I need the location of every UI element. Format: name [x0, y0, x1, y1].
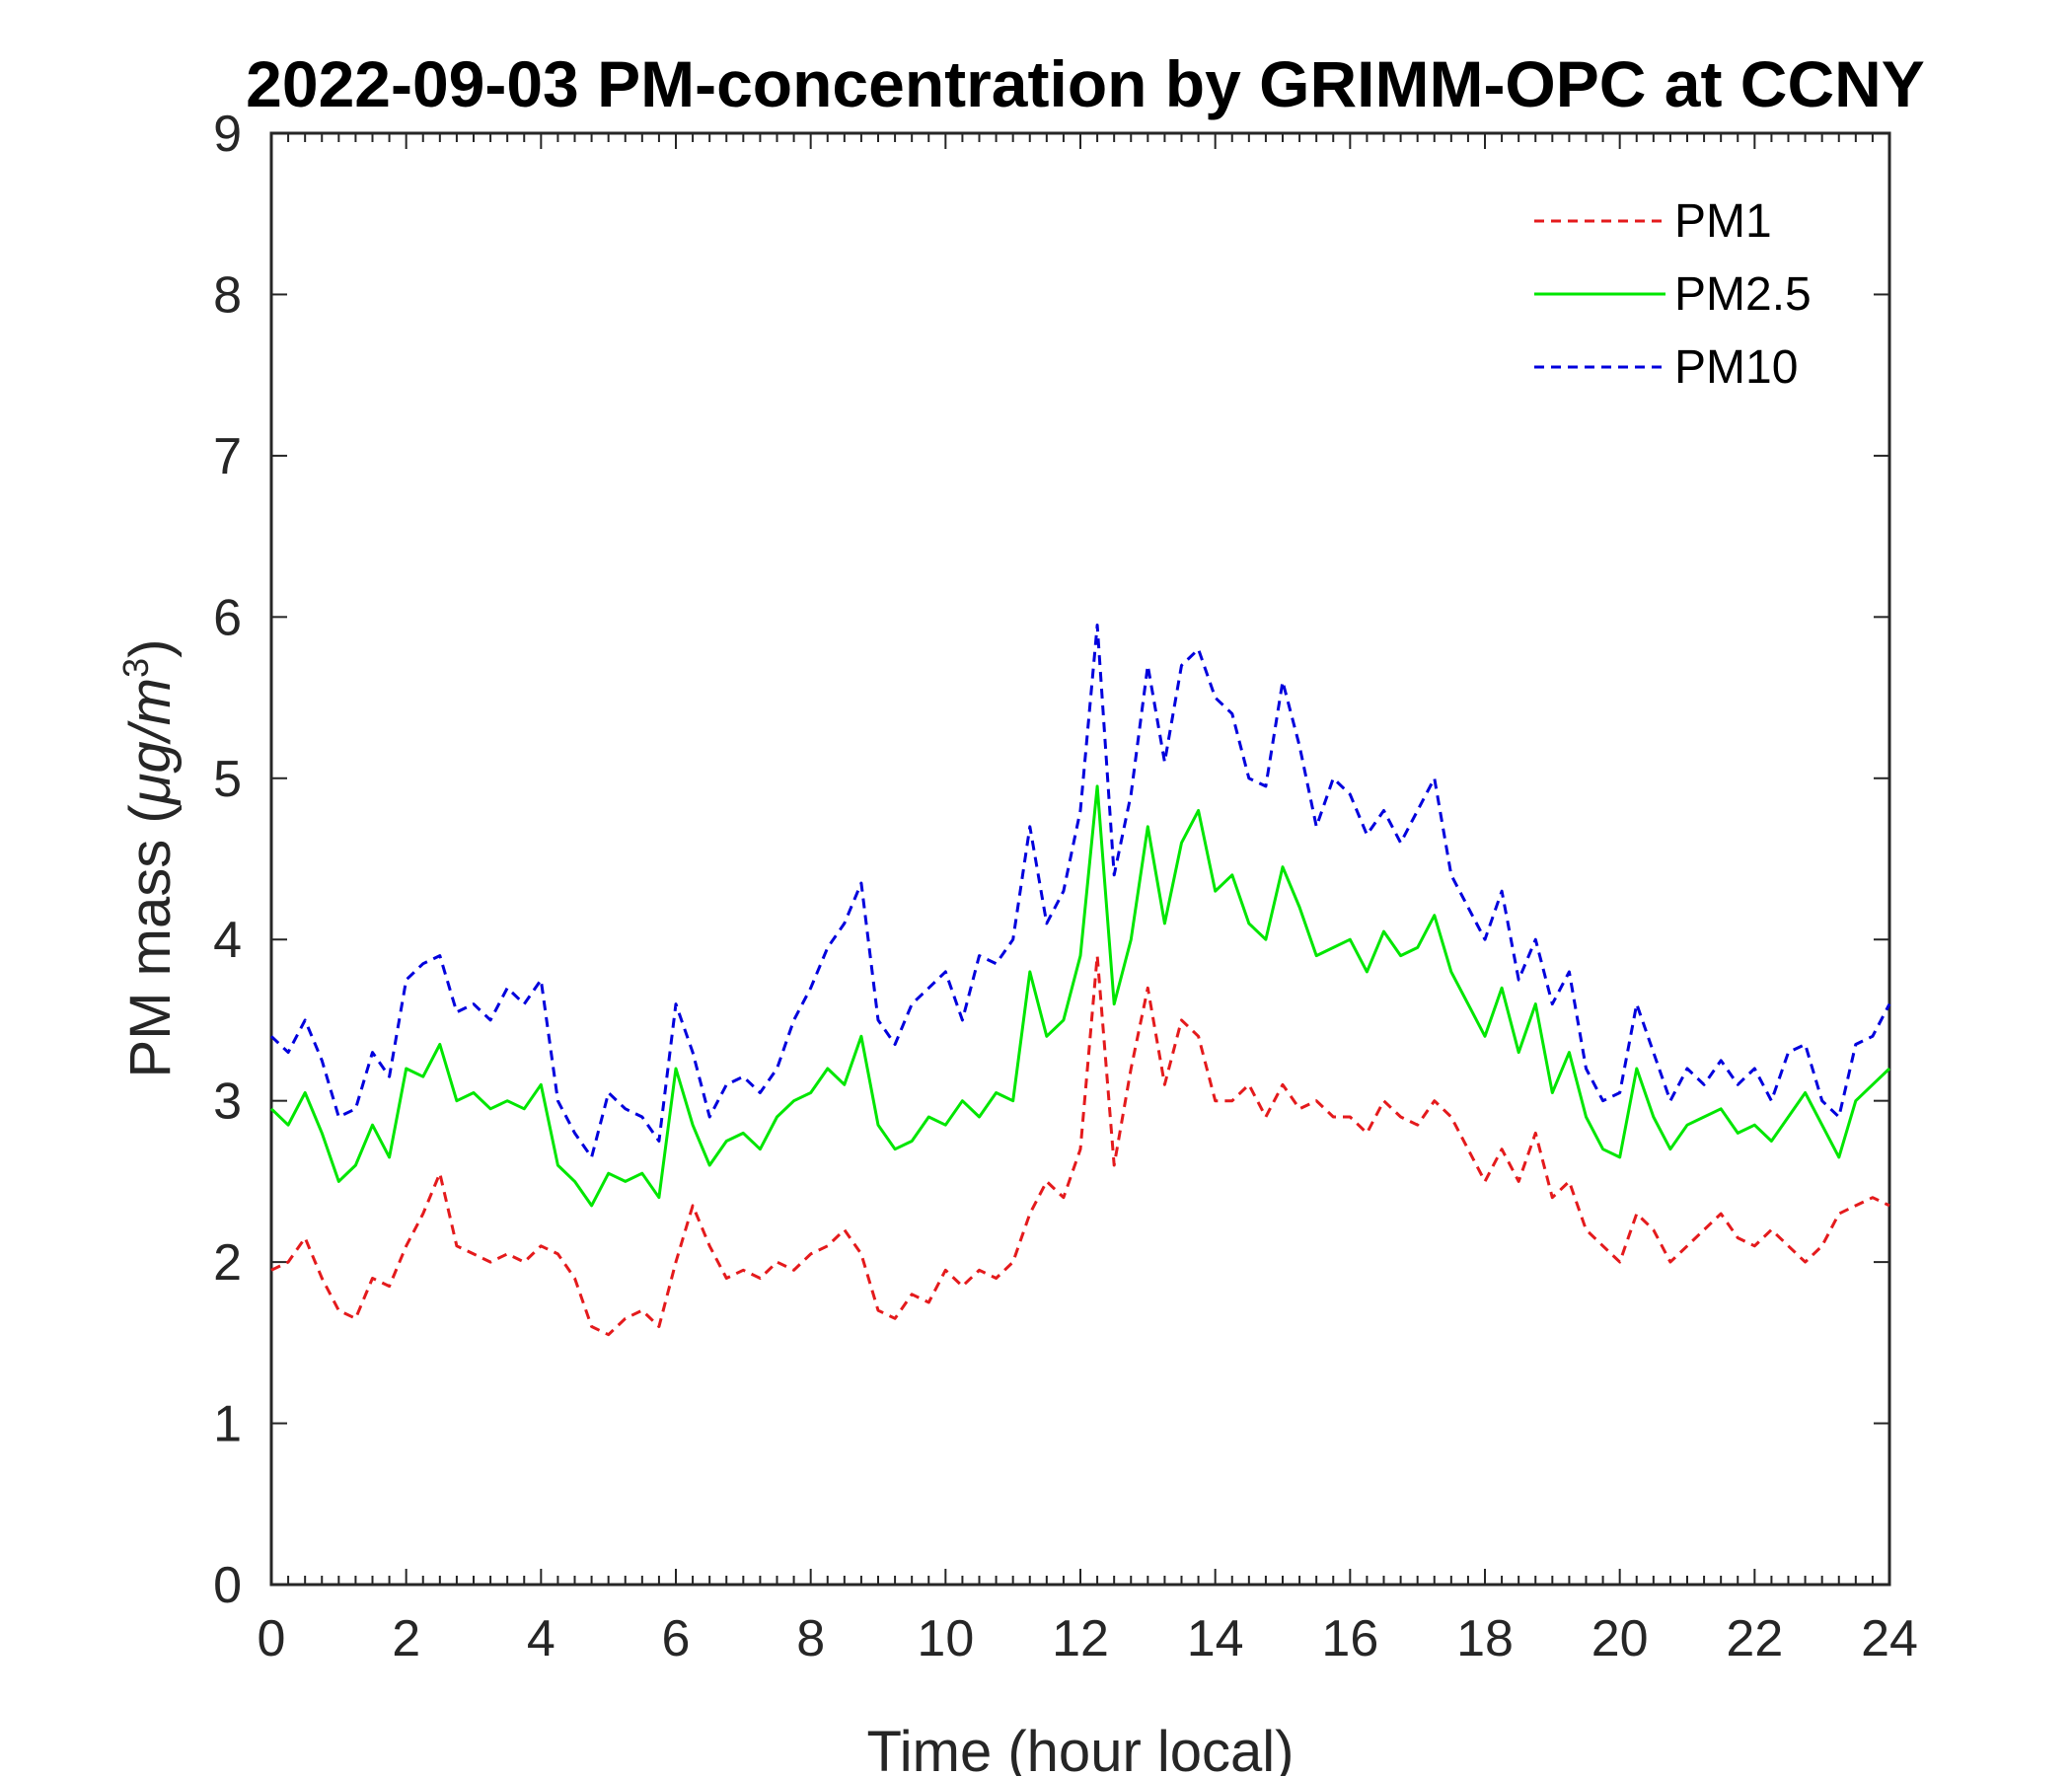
series-line-pm10 — [269, 624, 1891, 1159]
y-axis-label-unit: μg/m — [118, 678, 183, 806]
x-tick-label: 0 — [258, 1610, 286, 1667]
x-tick-label: 20 — [1591, 1610, 1649, 1667]
chart-title: 2022-09-03 PM-concentration by GRIMM-OPC… — [246, 47, 1925, 120]
y-axis-label-suffix: ) — [118, 639, 183, 658]
y-tick-label: 0 — [213, 1557, 242, 1614]
y-tick-label: 5 — [213, 751, 242, 808]
x-tick-label: 8 — [796, 1610, 825, 1667]
legend-label-pm1: PM1 — [1674, 195, 1772, 248]
x-tick-label: 24 — [1861, 1610, 1918, 1667]
legend-label-pm25: PM2.5 — [1674, 268, 1812, 321]
y-tick-label: 3 — [213, 1073, 242, 1131]
y-tick-label: 2 — [213, 1234, 242, 1292]
x-axis-label: Time (hour local) — [867, 1720, 1295, 1776]
y-tick-label: 4 — [213, 912, 242, 969]
series-layer — [269, 624, 1891, 1337]
x-tick-label: 10 — [917, 1610, 974, 1667]
series-line-pm25 — [269, 784, 1891, 1208]
y-tick-label: 9 — [213, 106, 242, 163]
y-axis-tick-labels: 0 1 2 3 4 5 6 7 8 9 — [213, 106, 242, 1614]
x-tick-label: 2 — [392, 1610, 420, 1667]
y-tick-label: 8 — [213, 266, 242, 324]
x-tick-label: 18 — [1456, 1610, 1514, 1667]
y-tick-label: 6 — [213, 589, 242, 646]
series-line-pm1 — [270, 954, 1890, 1337]
x-tick-label: 12 — [1052, 1610, 1109, 1667]
y-tick-label: 1 — [213, 1396, 242, 1453]
legend-label-pm10: PM10 — [1674, 341, 1798, 394]
x-tick-label: 4 — [527, 1610, 555, 1667]
x-tick-label: 22 — [1726, 1610, 1783, 1667]
y-axis-label-superscript: 3 — [115, 658, 156, 678]
plot-frame — [269, 131, 1891, 1587]
x-tick-label: 16 — [1321, 1610, 1378, 1667]
x-axis-tick-labels: 0 2 4 6 8 10 12 14 16 18 20 22 24 — [258, 1610, 1918, 1667]
y-axis-label-prefix: PM mass ( — [118, 804, 183, 1077]
y-tick-label: 7 — [213, 428, 242, 485]
x-tick-label: 6 — [662, 1610, 691, 1667]
y-axis-ticks — [271, 132, 1889, 1586]
x-tick-label: 14 — [1187, 1610, 1244, 1667]
x-axis-ticks — [270, 133, 1890, 1585]
legend: PM1 PM2.5 PM10 — [1534, 195, 1812, 394]
y-axis-label: PM mass (μg/m3) — [115, 639, 183, 1078]
